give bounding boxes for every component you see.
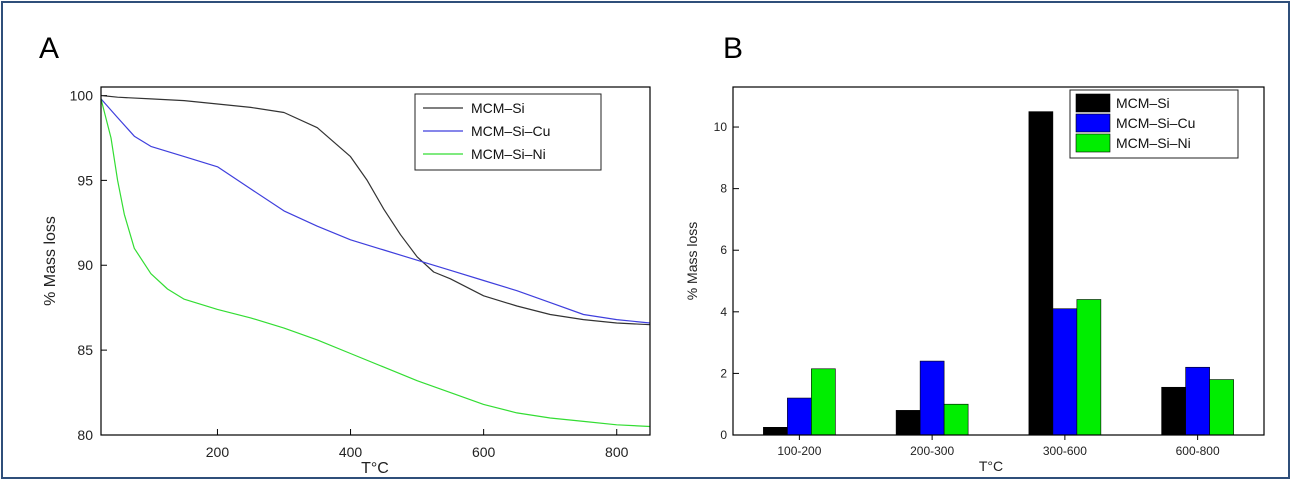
legend-label-mcm-si-ni: MCM–Si–Ni [471, 146, 546, 162]
bar-mcm-si-600-800 [1161, 386, 1186, 436]
legend-label-b-mcm-si-ni: MCM–Si–Ni [1116, 135, 1191, 151]
bar-mcm-si-ni-100-200 [811, 368, 836, 436]
panel-b-ytick-label: 4 [720, 305, 727, 319]
panel-a-xtick-label: 600 [472, 444, 496, 460]
panel-a-legend: MCM–Si MCM–Si–Cu MCM–Si–Ni [414, 93, 602, 171]
bar-mcm-si-300-600 [1028, 111, 1054, 436]
legend-swatch-mcm-si-cu [1075, 113, 1111, 133]
panel-a-ytick-label: 95 [77, 172, 93, 188]
panel-b-xtick-label: 100-200 [777, 444, 821, 458]
bar-mcm-si-cu-100-200 [787, 397, 812, 436]
panel-a-ytick-label: 90 [77, 257, 93, 273]
panel-b-ytick-label: 6 [720, 243, 727, 257]
bar-mcm-si-ni-300-600 [1076, 299, 1102, 436]
line-mcm-si-cu [100, 98, 651, 324]
bar-mcm-si-ni-600-800 [1209, 379, 1234, 436]
panel-a-xtick-label: 200 [206, 444, 230, 460]
panel-a-xtick-label: 400 [339, 444, 363, 460]
panel-b-legend: MCM–Si MCM–Si–Cu MCM–Si–Ni [1069, 89, 1239, 159]
panel-a-ylabel: % Mass loss [42, 216, 59, 306]
bar-mcm-si-200-300 [895, 410, 921, 436]
panel-b-xtick-label: 600-800 [1176, 444, 1220, 458]
legend-label-mcm-si-cu: MCM–Si–Cu [471, 123, 550, 139]
panel-b-xlabel: T°C [979, 458, 1003, 474]
panel-a-label: A [39, 32, 59, 65]
panel-b-ytick-label: 8 [720, 182, 727, 196]
panel-a-xlabel: T°C [361, 460, 389, 477]
panel-a-ytick-label: 80 [77, 427, 93, 443]
panel-a-ytick-label: 85 [77, 342, 93, 358]
legend-label-b-mcm-si-cu: MCM–Si–Cu [1116, 115, 1195, 131]
bar-mcm-si-ni-200-300 [943, 403, 969, 436]
bar-mcm-si-cu-300-600 [1052, 308, 1078, 436]
bar-mcm-si-cu-200-300 [919, 360, 945, 436]
panel-a-plot-area [100, 86, 651, 436]
panel-b-ytick-label: 2 [720, 366, 727, 380]
panel-a-series [100, 94, 651, 428]
line-mcm-si [100, 94, 651, 326]
bar-mcm-si-100-200 [763, 427, 788, 436]
panel-b-ytick-label: 10 [714, 120, 728, 134]
panel-a-ticks: 200 400 600 800 80 85 90 95 100 [70, 87, 629, 460]
panel-a-ytick-label: 100 [70, 87, 94, 103]
panel-b-ylabel: % Mass loss [684, 222, 700, 301]
panel-b-plot-area [732, 86, 1265, 436]
bar-mcm-si-cu-600-800 [1185, 366, 1210, 436]
legend-label-b-mcm-si: MCM–Si [1116, 95, 1170, 111]
panel-b-xtick-label: 200-300 [910, 444, 954, 458]
panel-b-ytick-label: 0 [720, 428, 727, 442]
legend-swatch-mcm-si [1075, 93, 1111, 113]
panel-a-xtick-label: 800 [605, 444, 629, 460]
panel-b-xtick-label: 300-600 [1043, 444, 1087, 458]
legend-label-mcm-si: MCM–Si [471, 100, 525, 116]
legend-swatch-mcm-si-ni [1075, 133, 1111, 153]
panel-b-label: B [723, 32, 743, 65]
panel-b-bars [763, 111, 1234, 436]
panel-b-ticks: 0 2 4 6 8 10 100-200 200-300 300-600 600-800 [714, 120, 1220, 458]
line-mcm-si-ni [100, 98, 651, 428]
